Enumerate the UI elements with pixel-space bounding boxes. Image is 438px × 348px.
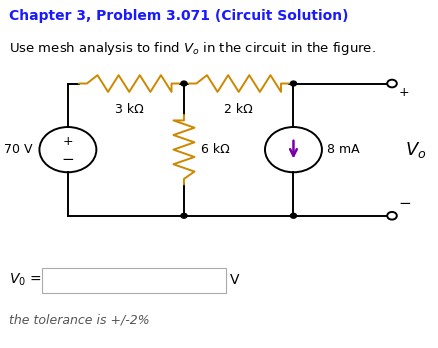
Text: $V_0$ =: $V_0$ = [9,272,41,288]
Text: −: − [399,196,411,211]
Text: 3 kΩ: 3 kΩ [115,103,144,116]
Text: V: V [230,273,240,287]
Circle shape [290,81,297,86]
Text: 6 kΩ: 6 kΩ [201,143,230,156]
Text: +: + [63,135,73,148]
Text: Use mesh analysis to find $V_o$ in the circuit in the figure.: Use mesh analysis to find $V_o$ in the c… [9,40,375,57]
Text: 70 V: 70 V [4,143,33,156]
Circle shape [290,213,297,218]
Circle shape [181,81,187,86]
Text: the tolerance is +/-2%: the tolerance is +/-2% [9,313,149,326]
Text: 2 kΩ: 2 kΩ [224,103,253,116]
Text: +: + [399,86,409,99]
Text: −: − [61,152,74,167]
Circle shape [387,212,397,220]
Text: Chapter 3, Problem 3.071 (Circuit Solution): Chapter 3, Problem 3.071 (Circuit Soluti… [9,9,348,23]
Circle shape [387,80,397,87]
Text: 8 mA: 8 mA [327,143,360,156]
FancyBboxPatch shape [42,268,226,293]
Circle shape [181,213,187,218]
Text: $V_o$: $V_o$ [405,140,427,160]
